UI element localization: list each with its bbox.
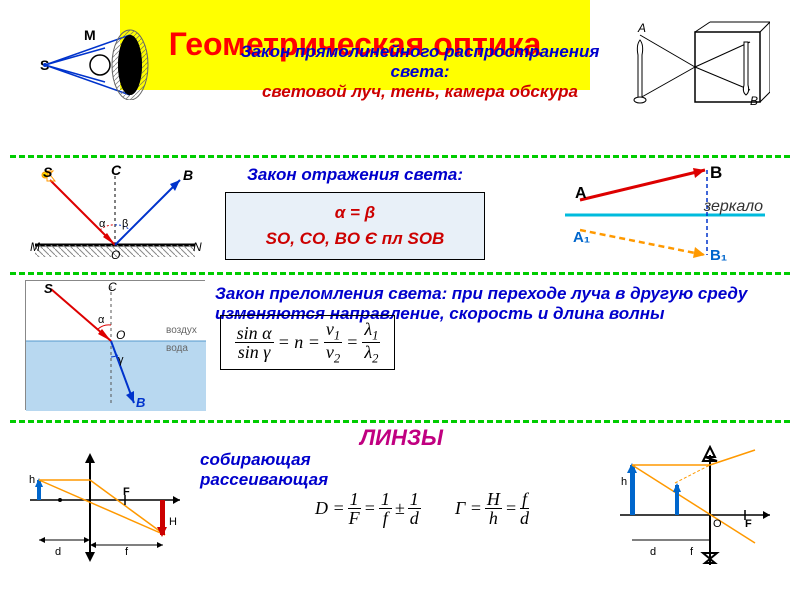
law1-sub: световой луч, тень, камера обскура (230, 82, 610, 102)
diverging-lens-diagram: h d f F O (615, 445, 775, 565)
reflection-diagram: S C B M N O α β (25, 165, 205, 265)
svg-text:B: B (136, 395, 145, 410)
svg-text:S: S (43, 165, 53, 180)
svg-text:α: α (99, 218, 106, 230)
svg-text:B₁: B₁ (710, 247, 727, 264)
svg-text:S: S (44, 281, 53, 296)
svg-text:C: C (111, 165, 122, 178)
svg-text:M: M (30, 240, 40, 254)
svg-text:β: β (122, 218, 128, 230)
svg-text:F: F (745, 518, 752, 530)
svg-text:f: f (125, 546, 129, 558)
lens-heading: ЛИНЗЫ (360, 425, 443, 451)
lens-formula-G: Γ = Hh = fd (455, 490, 605, 527)
svg-text:O: O (111, 248, 120, 262)
lens-converge-label: собирающая (200, 450, 328, 470)
svg-text:d: d (650, 546, 656, 558)
svg-text:A₁: A₁ (573, 229, 590, 246)
divider-2 (10, 272, 790, 275)
divider-1 (10, 155, 790, 158)
lens-formula-D: D = 1F = 1f ± 1d (315, 490, 445, 527)
divider-3 (10, 420, 790, 423)
svg-text:C: C (108, 281, 117, 294)
reflection-formula-box: α = β SO, CO, BO Є пл SOB (225, 192, 485, 260)
svg-text:вода: вода (166, 343, 188, 354)
svg-text:A: A (575, 185, 587, 202)
law2-heading: Закон отражения света: (215, 165, 495, 185)
svg-text:γ: γ (118, 354, 124, 366)
law1-heading: Закон прямолинейного распространения све… (230, 42, 610, 82)
svg-text:M: M (84, 27, 96, 43)
svg-text:α: α (98, 314, 105, 326)
svg-text:h: h (621, 476, 627, 488)
converging-lens-diagram: h H d f F (25, 445, 185, 565)
svg-text:N: N (193, 240, 202, 254)
refraction-formula: sin αsin γ = n = v1v2 = λ1λ2 (220, 315, 395, 370)
lens-types: собирающая рассеивающая (200, 450, 328, 491)
svg-text:f: f (690, 546, 694, 558)
law2-heading-box: Закон отражения света: (215, 165, 495, 185)
svg-text:B: B (750, 94, 758, 108)
formula-plane: SO, CO, BO Є пл SOB (266, 229, 445, 249)
svg-text:h: h (29, 474, 35, 486)
formula-alpha-beta: α = β (335, 203, 375, 223)
refraction-diagram: S C O B α γ воздух вода (25, 280, 205, 410)
svg-text:воздух: воздух (166, 325, 197, 336)
svg-text:d: d (55, 546, 61, 558)
mirror-diagram: A B A₁ B₁ зеркало (555, 160, 775, 265)
shadow-diagram: S M (30, 20, 160, 100)
section1-text: Закон прямолинейного распространения све… (230, 42, 610, 102)
svg-text:B: B (710, 163, 722, 182)
svg-text:O: O (713, 518, 722, 530)
camera-obscura-diagram: A B (630, 20, 770, 120)
mirror-label: зеркало (704, 198, 763, 216)
svg-text:O: O (116, 328, 125, 342)
svg-text:F: F (123, 486, 130, 498)
svg-text:H: H (169, 516, 177, 528)
law3-heading: Закон преломления света: (215, 284, 447, 303)
svg-text:A: A (637, 21, 646, 35)
svg-text:B: B (183, 167, 193, 183)
lens-diverge-label: рассеивающая (200, 470, 328, 490)
